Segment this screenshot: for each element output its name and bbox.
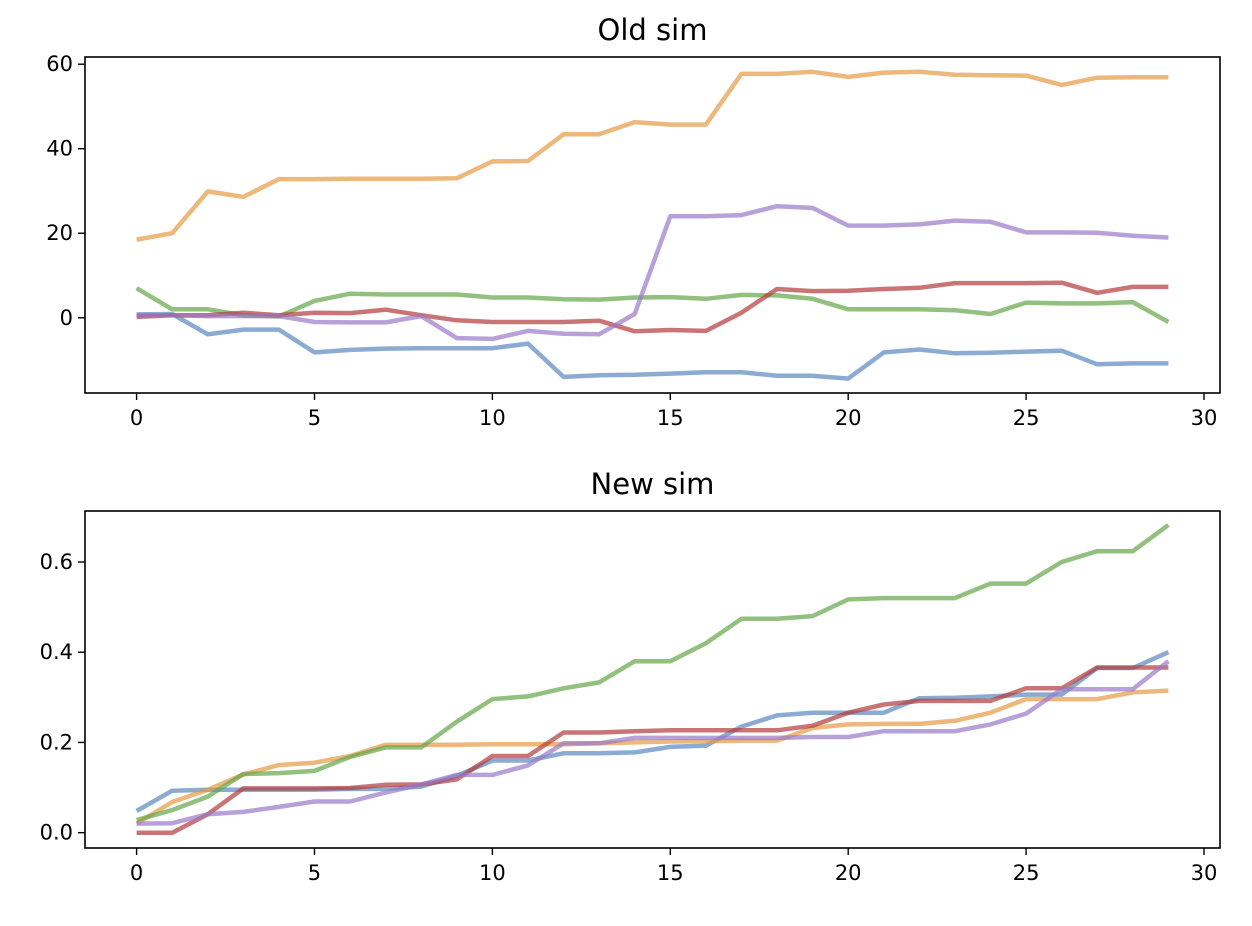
series-line-5 <box>136 659 1170 826</box>
x-tick-label: 5 <box>308 406 321 430</box>
x-tick-label: 30 <box>1191 861 1218 885</box>
chart-title: New sim <box>591 467 715 501</box>
series-line-3 <box>135 523 1170 823</box>
x-tick-label: 15 <box>657 861 684 885</box>
series-line-4 <box>136 665 1169 835</box>
series-line-3 <box>135 286 1170 324</box>
x-tick-label: 10 <box>479 406 506 430</box>
y-tick-label: 0 <box>60 306 73 330</box>
x-tick-label: 0 <box>130 406 143 430</box>
series-line-5 <box>136 203 1169 342</box>
y-tick-label: 0.6 <box>40 550 73 574</box>
series-line-1 <box>136 311 1169 381</box>
series-group <box>135 523 1170 835</box>
x-tick-label: 30 <box>1191 406 1218 430</box>
y-tick-label: 0.0 <box>40 821 73 845</box>
series-line-2 <box>135 688 1169 826</box>
chart-new-sim: New sim 0 5 10 15 20 25 30 0.0 0.2 0.4 0.6 <box>40 467 1221 885</box>
axes-frame <box>84 56 1221 394</box>
series-line-4 <box>136 280 1169 334</box>
x-tick-label: 15 <box>657 406 684 430</box>
y-tick-label: 60 <box>46 52 73 76</box>
y-tick-label: 0.4 <box>40 640 73 664</box>
x-tick-label: 5 <box>308 861 321 885</box>
x-tick-label: 25 <box>1013 861 1040 885</box>
chart-title: Old sim <box>598 13 708 47</box>
y-tick-label: 40 <box>46 137 73 161</box>
y-tick-label: 20 <box>46 221 73 245</box>
axes-frame <box>84 510 1221 849</box>
x-tick-label: 0 <box>130 861 143 885</box>
x-tick-label: 25 <box>1013 406 1040 430</box>
series-line-2 <box>136 69 1169 242</box>
x-tick-label: 10 <box>479 861 506 885</box>
chart-old-sim: Old sim 0 5 10 15 20 25 30 0 20 40 60 <box>46 13 1221 430</box>
x-tick-label: 20 <box>835 406 862 430</box>
y-tick-label: 0.2 <box>40 730 73 754</box>
series-group <box>135 69 1170 381</box>
x-tick-label: 20 <box>835 861 862 885</box>
